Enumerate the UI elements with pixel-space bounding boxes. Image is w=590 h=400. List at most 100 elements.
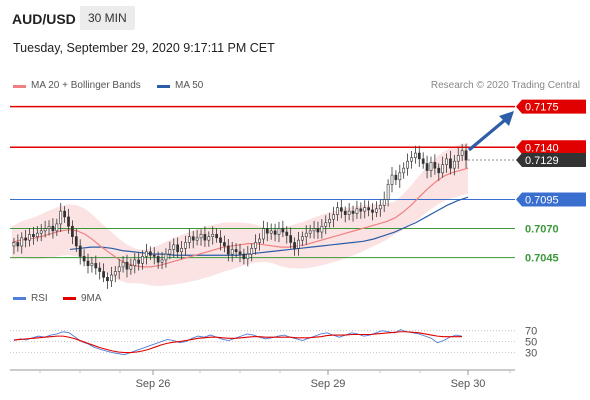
ma50-legend-label: MA 50: [175, 80, 204, 91]
candle-body: [265, 228, 269, 234]
candle-body: [90, 263, 94, 267]
candle-body: [347, 210, 351, 215]
candle-body: [281, 228, 285, 233]
pivot-price-label-text: 0.7095: [525, 195, 559, 207]
x-tick-label: Sep 29: [311, 378, 346, 390]
candle-body: [94, 263, 98, 269]
candle-body: [156, 256, 160, 263]
candle-body: [12, 242, 16, 247]
candle-body: [59, 210, 63, 225]
resistance-price-label-bg: [516, 140, 586, 155]
rsi-tick-label: 70: [525, 326, 537, 338]
support-price-label: 0.7045: [525, 253, 559, 265]
candle-body: [382, 199, 386, 206]
candle-body: [168, 249, 172, 255]
resistance-price-label: 0.7140: [516, 140, 586, 155]
candle-body: [67, 216, 70, 227]
candle-body: [199, 234, 203, 239]
candle-body: [184, 242, 187, 249]
candle-body: [238, 251, 242, 255]
candle-body: [117, 266, 121, 272]
candle-body: [141, 256, 144, 264]
ma9-legend-swatch: [63, 297, 76, 300]
candle-body: [172, 244, 176, 250]
candle-body: [215, 234, 218, 239]
support-price-label: 0.7070: [525, 224, 559, 236]
support-price-label-text: 0.7045: [525, 253, 559, 265]
candle-body: [375, 208, 378, 213]
candle-body: [390, 174, 394, 185]
candle-body: [300, 236, 304, 241]
candle-body: [456, 155, 460, 162]
candle-body: [328, 218, 332, 224]
candle-body: [254, 242, 257, 249]
candle-body: [63, 210, 66, 218]
candle-body: [180, 247, 183, 253]
ma9-legend-label: 9MA: [81, 293, 102, 304]
candle-body: [359, 208, 363, 212]
candle-body: [86, 260, 90, 267]
rsi-tick-label: 50: [525, 337, 537, 349]
rsi-tick-label: 30: [525, 348, 537, 360]
candle-body: [125, 261, 129, 270]
timeframe-button[interactable]: 30 MIN: [80, 6, 135, 30]
ma50-legend-swatch: [157, 85, 170, 88]
candle-body: [414, 152, 417, 159]
candle-body: [343, 210, 347, 215]
current-price-label-bg: [516, 153, 586, 168]
candle-body: [164, 253, 168, 261]
candle-body: [145, 251, 148, 257]
candle-body: [137, 259, 141, 264]
candle-body: [242, 253, 246, 260]
candle-body: [312, 228, 316, 232]
candle-body: [47, 225, 51, 229]
x-tick-label: Sep 30: [451, 378, 486, 390]
candle-body: [324, 222, 328, 227]
candle-body: [269, 230, 273, 234]
candle-body: [32, 234, 35, 237]
resistance-price-label-text: 0.7140: [525, 142, 559, 154]
candle-body: [293, 242, 296, 249]
candle-body: [129, 265, 133, 270]
candle-body: [28, 234, 31, 241]
rsi-legend-label: RSI: [31, 293, 48, 304]
candle-body: [152, 254, 156, 257]
rsi-9ma-line: [13, 331, 462, 354]
candle-body: [43, 228, 47, 232]
candle-body: [297, 239, 300, 249]
candle-body: [464, 150, 468, 161]
candle-body: [336, 207, 339, 215]
candle-body: [371, 209, 374, 213]
candle-body: [304, 232, 308, 237]
candle-body: [285, 231, 289, 236]
bollinger-band-area: [12, 142, 468, 287]
candle-body: [402, 167, 406, 174]
candle-body: [429, 162, 433, 171]
ma20-legend-swatch: [13, 85, 26, 88]
candle-body: [320, 225, 324, 233]
candle-body: [339, 207, 343, 212]
candle-body: [410, 157, 413, 162]
candle-body: [234, 249, 238, 253]
candle-body: [78, 245, 82, 257]
candle-body: [148, 251, 152, 256]
candle-body: [191, 236, 195, 241]
candle-body: [16, 242, 20, 247]
chart-header: AUD/USD 30 MIN: [0, 0, 590, 36]
current-price-label: 0.7129: [516, 153, 586, 168]
candle-body: [110, 274, 113, 282]
candle-body: [20, 237, 24, 247]
candle-body: [98, 267, 102, 272]
symbol-label: AUD/USD: [12, 11, 76, 27]
candle-body: [113, 271, 117, 276]
ma20-legend-label: MA 20 + Bollinger Bands: [31, 80, 141, 91]
candle-body: [406, 160, 409, 169]
pivot-price-label: 0.7095: [516, 192, 586, 207]
candle-body: [378, 205, 382, 210]
candle-body: [24, 237, 28, 241]
candle-body: [351, 210, 355, 214]
resistance-price-label-bg: [516, 99, 586, 114]
candle-body: [289, 235, 293, 243]
candle-body: [219, 237, 222, 243]
